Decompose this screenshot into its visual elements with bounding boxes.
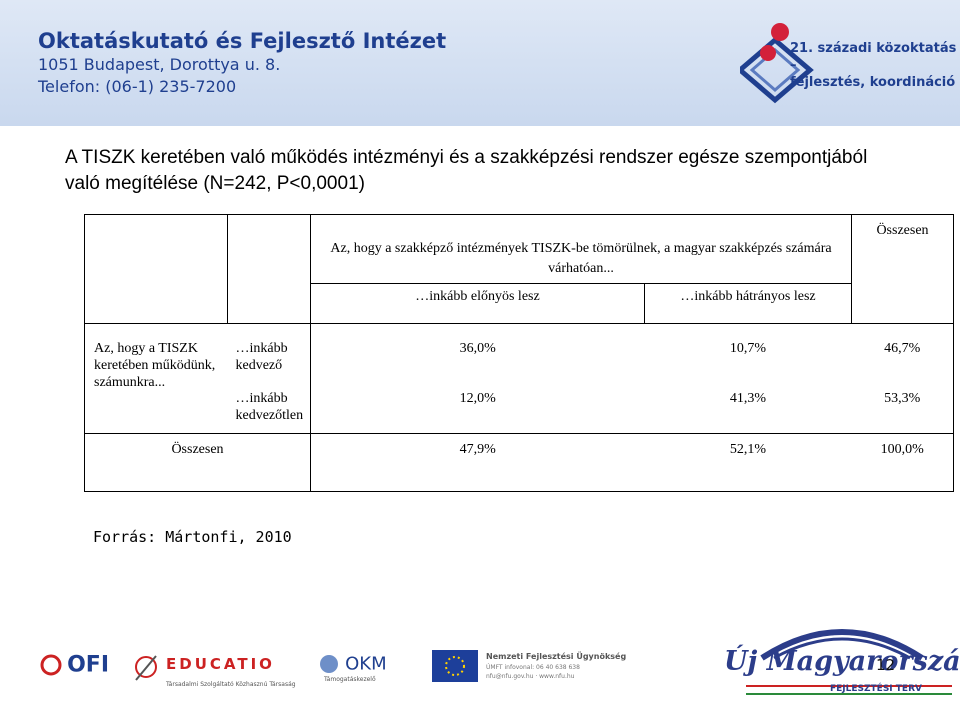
okm-logo: OKM Támogatáskezelő (318, 652, 387, 683)
col2-values: 10,7% 41,3% (644, 323, 852, 434)
cell-r1-total: 46,7% (884, 341, 921, 356)
col3-values: 46,7% 53,3% (851, 323, 954, 434)
page-number: 12 (876, 656, 896, 674)
nfu-subtext-2: nfu@nfu.gov.hu · www.nfu.hu (486, 673, 575, 680)
col-group-header: Az, hogy a szakképző intézmények TISZK-b… (310, 214, 852, 284)
cell-r2-c2: 41,3% (729, 391, 767, 406)
nfu-text: Nemzeti Fejlesztési Ügynökség (486, 652, 627, 661)
slide-title: A TISZK keretében való működés intézmény… (65, 147, 868, 194)
institute-name: Oktatáskutató és Fejlesztő Intézet (38, 29, 447, 53)
total-row-label: Összesen (84, 433, 311, 492)
row-labels-cell: …inkább kedvező …inkább kedvezőtlen (227, 323, 311, 434)
ofi-logo: OFI (40, 650, 109, 680)
header-row-2: …inkább előnyös lesz …inkább hátrányos l… (84, 283, 954, 324)
col-header-unfavorable: …inkább hátrányos lesz (644, 283, 852, 324)
eu-flag-icon (432, 650, 478, 682)
row-label-unfavorable: …inkább kedvezőtlen (235, 391, 304, 423)
ofi-emblem-icon (40, 654, 62, 676)
nfu-logo: Nemzeti Fejlesztési Ügynökség ÚMFT infov… (432, 650, 626, 682)
col1-values: 36,0% 12,0% (310, 323, 645, 434)
institute-address: 1051 Budapest, Dorottya u. 8. (38, 55, 281, 74)
brand-logo-icon (740, 23, 814, 104)
row-label-favorable: …inkább kedvező (235, 341, 288, 373)
institute-phone: Telefon: (06-1) 235-7200 (38, 77, 237, 96)
source-note: Forrás: Mártonfi, 2010 (93, 528, 292, 546)
brand-line-2: fejlesztés, koordináció (790, 75, 956, 90)
body-row: Az, hogy a TISZK keretében működünk, szá… (84, 323, 954, 434)
col-header-favorable: …inkább előnyös lesz (310, 283, 645, 324)
institute-block: Oktatáskutató és Fejlesztő Intézet 1051 … (38, 28, 446, 98)
nfu-subtext-1: ÚMFT infovonal: 06 40 638 638 (486, 664, 580, 671)
total-c3: 100,0% (851, 433, 954, 492)
row-group-header: Az, hogy a TISZK keretében működünk, szá… (84, 323, 228, 434)
cell-r1-c1: 36,0% (459, 341, 496, 356)
col-total-header: Összesen (851, 214, 954, 324)
educatio-logo: EDUCATIO Társadalmi Szolgáltató Közhaszn… (132, 652, 296, 688)
cell-r2-total: 53,3% (884, 391, 921, 406)
educatio-emblem-icon (135, 655, 157, 681)
brand-text: 21. századi közoktatás – fejlesztés, koo… (790, 40, 960, 91)
educatio-text: EDUCATIO (166, 655, 275, 673)
umft-subtext: FEJLESZTÉSI TERV (830, 684, 922, 694)
ofi-text: OFI (67, 652, 110, 678)
cross-table: Az, hogy a szakképző intézmények TISZK-b… (84, 214, 954, 492)
header-row-1: Az, hogy a szakképző intézmények TISZK-b… (84, 214, 954, 324)
total-c2: 52,1% (644, 433, 852, 492)
okm-emblem-icon (320, 655, 338, 673)
cell-r2-c1: 12,0% (459, 391, 496, 406)
total-row: Összesen 47,9% 52,1% 100,0% (84, 433, 954, 492)
total-c1: 47,9% (310, 433, 645, 492)
cell-r1-c2: 10,7% (729, 341, 767, 356)
umft-text: Új Magyarország (724, 646, 960, 677)
umft-logo: Új Magyarország FEJLESZTÉSI TERV (722, 614, 960, 714)
okm-subtext: Támogatáskezelő (324, 676, 376, 683)
brand-line-1: 21. századi közoktatás – (790, 41, 957, 73)
footer-logos: OFI EDUCATIO Társadalmi Szolgáltató Közh… (0, 610, 960, 716)
okm-text: OKM (345, 653, 387, 675)
header-band: Oktatáskutató és Fejlesztő Intézet 1051 … (0, 0, 960, 126)
umft-arch-icon (746, 629, 952, 695)
educatio-subtext: Társadalmi Szolgáltató Közhasznú Társasá… (166, 681, 296, 688)
